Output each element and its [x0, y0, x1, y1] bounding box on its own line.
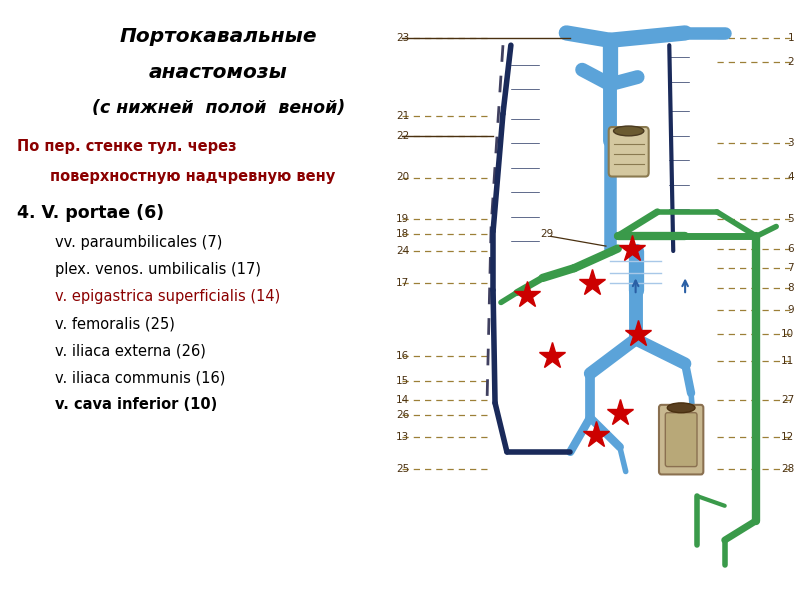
Text: v. iliaca externa (26): v. iliaca externa (26) — [54, 343, 206, 358]
Text: 18: 18 — [396, 229, 410, 239]
Text: 2: 2 — [787, 58, 794, 67]
Text: поверхностную надчревную вену: поверхностную надчревную вену — [50, 169, 336, 184]
Text: v. epigastrica superficialis (14): v. epigastrica superficialis (14) — [54, 289, 280, 304]
Text: 20: 20 — [396, 173, 409, 182]
Text: 4. V. portae (6): 4. V. portae (6) — [17, 204, 164, 222]
Text: анастомозы: анастомозы — [149, 63, 288, 82]
Text: 10: 10 — [781, 329, 794, 340]
Text: 29: 29 — [541, 229, 554, 239]
Text: v. femoralis (25): v. femoralis (25) — [54, 316, 174, 331]
Text: 26: 26 — [396, 410, 410, 420]
Text: 9: 9 — [787, 305, 794, 315]
FancyBboxPatch shape — [609, 127, 649, 176]
Text: 25: 25 — [396, 464, 410, 474]
Text: 13: 13 — [396, 432, 410, 442]
Text: 3: 3 — [787, 138, 794, 148]
Text: 5: 5 — [787, 214, 794, 224]
Text: 23: 23 — [396, 33, 410, 43]
Text: 7: 7 — [787, 263, 794, 273]
Text: 1: 1 — [787, 33, 794, 43]
Text: 6: 6 — [787, 244, 794, 254]
Text: 17: 17 — [396, 278, 410, 288]
Text: 14: 14 — [396, 395, 410, 406]
Text: plex. venos. umbilicalis (17): plex. venos. umbilicalis (17) — [54, 262, 261, 277]
Text: 28: 28 — [781, 464, 794, 474]
Text: По пер. стенке тул. через: По пер. стенке тул. через — [17, 139, 236, 154]
Text: Портокавальные: Портокавальные — [120, 27, 317, 46]
Text: 22: 22 — [396, 131, 410, 141]
FancyBboxPatch shape — [659, 405, 703, 475]
Text: 11: 11 — [781, 356, 794, 366]
Text: 19: 19 — [396, 214, 410, 224]
Text: 15: 15 — [396, 376, 410, 386]
Text: vv. paraumbilicales (7): vv. paraumbilicales (7) — [54, 235, 222, 250]
Text: v. iliaca communis (16): v. iliaca communis (16) — [54, 370, 225, 385]
Text: 27: 27 — [781, 395, 794, 406]
Text: 8: 8 — [787, 283, 794, 293]
Text: 16: 16 — [396, 352, 410, 361]
Ellipse shape — [614, 126, 644, 136]
Text: 24: 24 — [396, 246, 410, 256]
Text: 12: 12 — [781, 432, 794, 442]
Text: 21: 21 — [396, 111, 410, 121]
Ellipse shape — [667, 403, 695, 413]
FancyBboxPatch shape — [666, 413, 697, 467]
Text: (с нижней  полой  веной): (с нижней полой веной) — [92, 99, 345, 117]
Text: 4: 4 — [787, 173, 794, 182]
Text: v. cava inferior (10): v. cava inferior (10) — [54, 397, 217, 412]
